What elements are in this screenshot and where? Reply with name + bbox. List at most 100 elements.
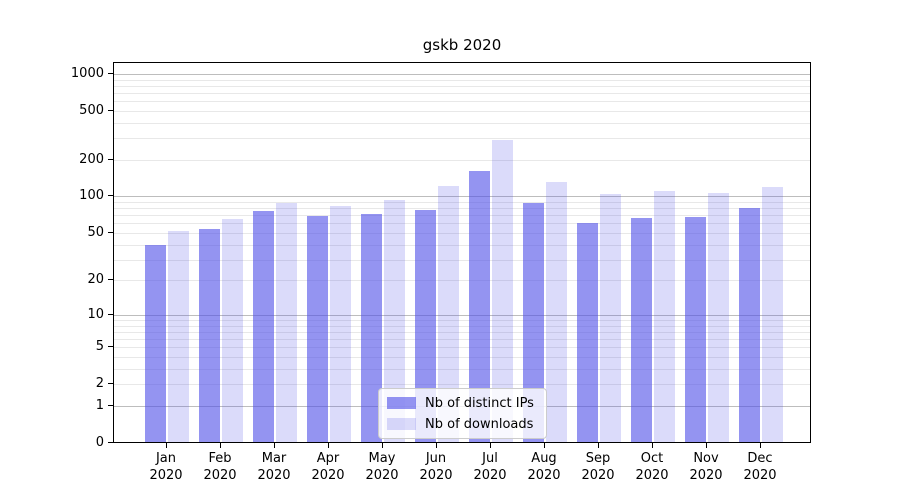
x-tick-label: Sep 2020: [581, 451, 615, 483]
bar-downloads-jul: [492, 139, 513, 442]
x-tick-label: Oct 2020: [635, 451, 669, 483]
x-tick-label: Jun 2020: [419, 451, 453, 483]
y-tick-label: 200: [79, 151, 104, 167]
x-tick-mark: [490, 443, 491, 448]
y-tick-label: 2: [95, 376, 104, 392]
x-tick-mark: [166, 443, 167, 448]
bar-downloads-aug: [546, 182, 567, 442]
bar-downloads-dec: [762, 187, 783, 442]
x-tick-label: Jul 2020: [473, 451, 507, 483]
x-tick-label: Jan 2020: [149, 451, 183, 483]
major-gridline: [114, 314, 810, 316]
x-tick-mark: [220, 443, 221, 448]
x-tick-mark: [382, 443, 383, 448]
bar-distinct-ips-dec: [739, 208, 760, 442]
minor-gridline: [114, 280, 810, 282]
x-tick-label: Dec 2020: [743, 451, 777, 483]
y-tick-mark: [108, 383, 113, 385]
major-gridline: [114, 196, 810, 198]
y-tick-mark: [108, 442, 113, 443]
bar-distinct-ips-feb: [199, 228, 220, 442]
y-tick-mark: [108, 346, 113, 348]
y-tick-label: 1: [95, 397, 104, 413]
bar-downloads-mar: [276, 203, 297, 442]
y-tick-mark: [108, 404, 113, 406]
bar-downloads-oct: [654, 190, 675, 442]
y-tick-mark: [108, 109, 113, 111]
minor-gridline: [114, 202, 810, 204]
y-tick-label: 500: [79, 102, 104, 118]
minor-gridline: [114, 368, 810, 370]
y-tick-label: 5: [95, 339, 104, 355]
bar-downloads-jun: [438, 185, 459, 442]
legend-label-downloads: Nb of downloads: [425, 416, 534, 432]
y-tick-label: 0: [95, 435, 104, 450]
minor-gridline: [114, 215, 810, 217]
x-tick-mark: [328, 443, 329, 448]
minor-gridline: [114, 101, 810, 103]
legend-entry-downloads: Nb of downloads: [387, 415, 534, 433]
minor-gridline: [114, 93, 810, 95]
minor-gridline: [114, 244, 810, 246]
minor-gridline: [114, 320, 810, 321]
minor-gridline: [114, 223, 810, 225]
major-gridline: [114, 73, 810, 75]
x-tick-mark: [544, 443, 545, 448]
minor-gridline: [114, 384, 810, 386]
bar-distinct-ips-mar: [253, 211, 274, 442]
y-tick-label: 100: [79, 188, 104, 204]
bar-distinct-ips-jan: [145, 244, 166, 442]
y-tick-mark: [108, 279, 113, 281]
y-tick-mark: [108, 158, 113, 160]
x-tick-mark: [760, 443, 761, 448]
x-tick-label: May 2020: [365, 451, 399, 483]
x-tick-mark: [436, 443, 437, 448]
bar-downloads-apr: [330, 205, 351, 442]
chart-title: gskb 2020: [422, 36, 502, 54]
minor-gridline: [114, 339, 810, 341]
minor-gridline: [114, 122, 810, 124]
bar-distinct-ips-jul: [469, 170, 490, 442]
x-tick-mark: [274, 443, 275, 448]
y-tick-label: 1000: [70, 65, 104, 81]
minor-gridline: [114, 85, 810, 87]
y-tick-mark: [108, 313, 113, 315]
minor-gridline: [114, 347, 810, 349]
bar-downloads-feb: [222, 219, 243, 442]
y-tick-label: 10: [87, 306, 104, 322]
bar-distinct-ips-apr: [307, 216, 328, 442]
bar-distinct-ips-sep: [577, 223, 598, 442]
legend-swatch-downloads: [387, 418, 416, 430]
minor-gridline: [114, 79, 810, 81]
x-tick-label: Apr 2020: [311, 451, 345, 483]
bar-distinct-ips-aug: [523, 203, 544, 442]
bar-distinct-ips-nov: [685, 216, 706, 442]
bar-distinct-ips-oct: [631, 218, 652, 442]
plot-area: [113, 62, 811, 443]
minor-gridline: [114, 159, 810, 161]
x-tick-mark: [598, 443, 599, 448]
minor-gridline: [114, 138, 810, 140]
x-tick-label: Feb 2020: [203, 451, 237, 483]
bar-downloads-sep: [600, 194, 621, 442]
minor-gridline: [114, 208, 810, 210]
minor-gridline: [114, 232, 810, 234]
x-tick-label: Mar 2020: [257, 451, 291, 483]
minor-gridline: [114, 259, 810, 261]
y-tick-mark: [108, 231, 113, 233]
minor-gridline: [114, 357, 810, 359]
y-tick-label: 50: [87, 224, 104, 240]
bar-downloads-jan: [168, 230, 189, 442]
x-tick-label: Nov 2020: [689, 451, 723, 483]
bar-distinct-ips-jun: [415, 209, 436, 442]
x-tick-label: Aug 2020: [527, 451, 561, 483]
y-tick-mark: [108, 72, 113, 74]
y-tick-label: 20: [87, 272, 104, 288]
y-tick-mark: [108, 195, 113, 197]
x-tick-mark: [706, 443, 707, 448]
legend-entry-distinct-ips: Nb of distinct IPs: [387, 394, 534, 412]
x-tick-mark: [652, 443, 653, 448]
legend-swatch-distinct-ips: [387, 397, 416, 409]
legend-label-distinct-ips: Nb of distinct IPs: [425, 395, 534, 411]
